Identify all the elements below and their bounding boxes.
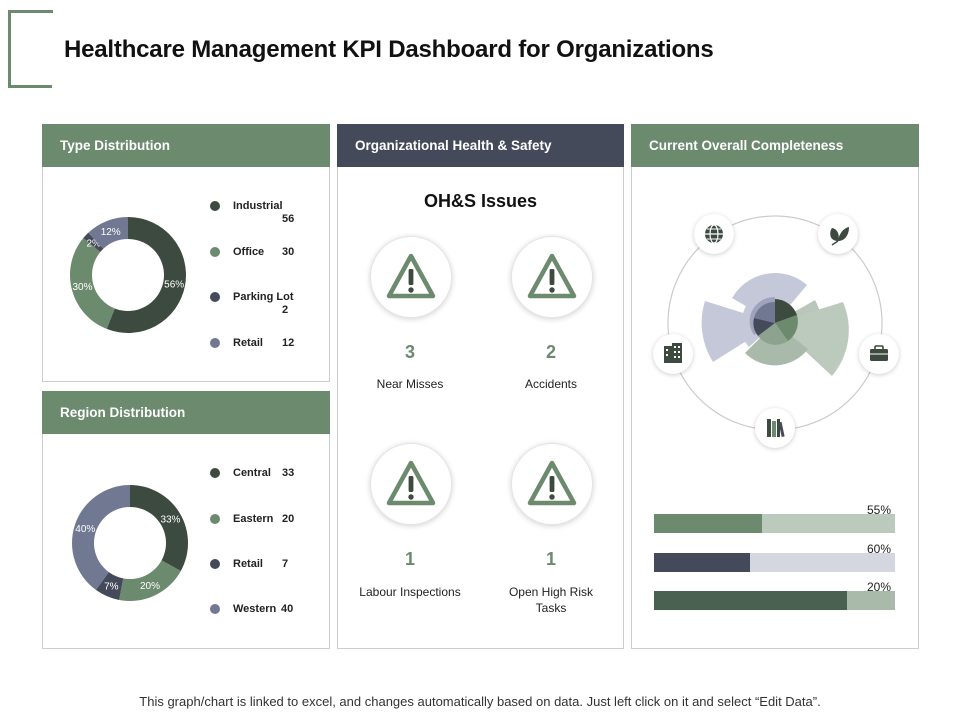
labour-inspections-count: 1 (404, 549, 415, 569)
donut-label-western: 40% (75, 524, 95, 535)
books-icon (767, 419, 785, 438)
ohs-issues-title: OH&S Issues (423, 191, 538, 211)
legend-name-central: Central (233, 467, 271, 479)
legend-value-parking-lot: 2 (282, 304, 289, 316)
completeness-bar-2-label: 60% (867, 542, 892, 556)
completeness-header: Current Overall Completeness (631, 124, 919, 167)
labour-inspections-label: Labour Inspections (359, 585, 461, 599)
legend-name-parking-lot: Parking Lot (233, 291, 294, 303)
briefcase-icon-circle[interactable] (859, 334, 899, 374)
donut-slice-retail[interactable] (88, 217, 128, 249)
footer-note: This graph/chart is linked to excel, and… (139, 694, 821, 709)
title-bracket-decoration (8, 10, 53, 88)
legend-name-industrial: Industrial (233, 200, 283, 212)
legend-name-office: Office (233, 246, 265, 258)
radial-wedge (775, 315, 798, 341)
donut-label-office: 30% (72, 282, 92, 293)
completeness-bar-1-label: 55% (867, 503, 892, 517)
open-high-risk-tasks-icon-circle (511, 443, 593, 525)
legend-dot-industrial (210, 201, 220, 211)
completeness-panel: Current Overall Completeness (631, 124, 919, 649)
completeness-radial-diagram (667, 215, 883, 431)
donut-label-eastern: 20% (140, 581, 160, 592)
open-high-risk-tasks-count: 1 (545, 549, 556, 569)
leaves-icon (830, 227, 849, 246)
completeness-bar-3-fill (654, 591, 847, 610)
page-title: Healthcare Management KPI Dashboard for … (64, 36, 714, 63)
completeness-bar-3-track (654, 591, 895, 610)
legend-dot-eastern (210, 514, 220, 524)
near-misses-label: Near Misses (376, 377, 444, 391)
donut-slice-eastern[interactable] (119, 560, 181, 601)
donut-label-parking-lot: 2% (87, 238, 102, 249)
legend-name-eastern: Eastern (233, 513, 274, 525)
region-distribution-header: Region Distribution (42, 391, 330, 434)
region-distribution-panel: Region Distribution 33% 20% 7% 40% Central … (42, 391, 330, 649)
building-icon-circle[interactable] (653, 334, 693, 374)
completeness-bar-2-fill (654, 553, 751, 572)
building-icon (664, 343, 682, 363)
completeness-bar-3-label: 20% (867, 580, 892, 594)
legend-dot-office (210, 247, 220, 257)
donut-slice-central[interactable] (130, 485, 188, 571)
accidents-label: Accidents (524, 377, 578, 391)
donut-label-retail: 7% (104, 582, 119, 593)
legend-value-central: 33 (282, 467, 295, 479)
open-high-risk-tasks-label: Open High Risk Tasks (508, 585, 594, 615)
warning-icon (386, 253, 436, 299)
type-donut-chart[interactable]: 56% 30% 2%12% (63, 210, 193, 340)
leaves-icon-circle[interactable] (818, 214, 858, 254)
books-icon-circle[interactable] (755, 408, 795, 448)
legend-dot-central (210, 468, 220, 478)
donut-label-industrial: 56% (164, 279, 184, 290)
near-misses-icon-circle (370, 236, 452, 318)
radial-wedge (701, 301, 775, 362)
globe-icon-circle[interactable] (694, 214, 734, 254)
radial-wedge (753, 318, 775, 336)
warning-icon (527, 253, 577, 299)
accidents-icon-circle (511, 236, 593, 318)
legend-name-western: Western (233, 603, 277, 615)
globe-icon (705, 224, 723, 244)
legend-value-retail: 12 (282, 337, 295, 349)
legend-dot-retail-region (210, 559, 220, 569)
type-distribution-panel: Type Distribution 56% 30% 2% 12% Industrial… (42, 124, 330, 382)
briefcase-icon (870, 345, 888, 361)
type-distribution-header: Type Distribution (42, 124, 330, 167)
legend-name-retail-region: Retail (233, 558, 263, 570)
radial-wedge (754, 301, 775, 323)
legend-value-industrial: 56 (282, 213, 295, 225)
completeness-bar-1-fill (654, 514, 763, 533)
donut-slice-western[interactable] (72, 485, 130, 590)
health-safety-panel: Organizational Health & Safety OH&S Issu… (337, 124, 624, 649)
completeness-bar-1-track (654, 514, 895, 533)
legend-value-retail-region: 7 (282, 558, 289, 570)
completeness-bar-2-track (654, 553, 895, 572)
legend-dot-parking-lot (210, 292, 220, 302)
donut-slice-industrial[interactable] (106, 217, 186, 333)
region-donut-chart[interactable]: 33% 20% 7% 40% (65, 478, 195, 608)
legend-dot-western (210, 604, 220, 614)
legend-value-office: 30 (282, 246, 295, 258)
legend-name-retail: Retail (233, 337, 263, 349)
donut-label-central: 33% (160, 515, 180, 526)
radial-wedge (758, 323, 788, 345)
warning-icon (527, 460, 577, 506)
donut-label-retail: 12% (101, 227, 121, 238)
near-misses-count: 3 (404, 342, 415, 362)
legend-value-western: 40 (281, 603, 294, 615)
legend-dot-retail (210, 338, 220, 348)
labour-inspections-icon-circle (370, 443, 452, 525)
accidents-count: 2 (545, 342, 556, 362)
donut-slice-office[interactable] (70, 238, 115, 329)
donut-slice-parking-lot[interactable] (83, 232, 104, 253)
legend-value-eastern: 20 (282, 513, 295, 525)
warning-icon (386, 460, 436, 506)
health-safety-header: Organizational Health & Safety (337, 124, 624, 167)
donut-slice-retail[interactable] (95, 572, 124, 600)
